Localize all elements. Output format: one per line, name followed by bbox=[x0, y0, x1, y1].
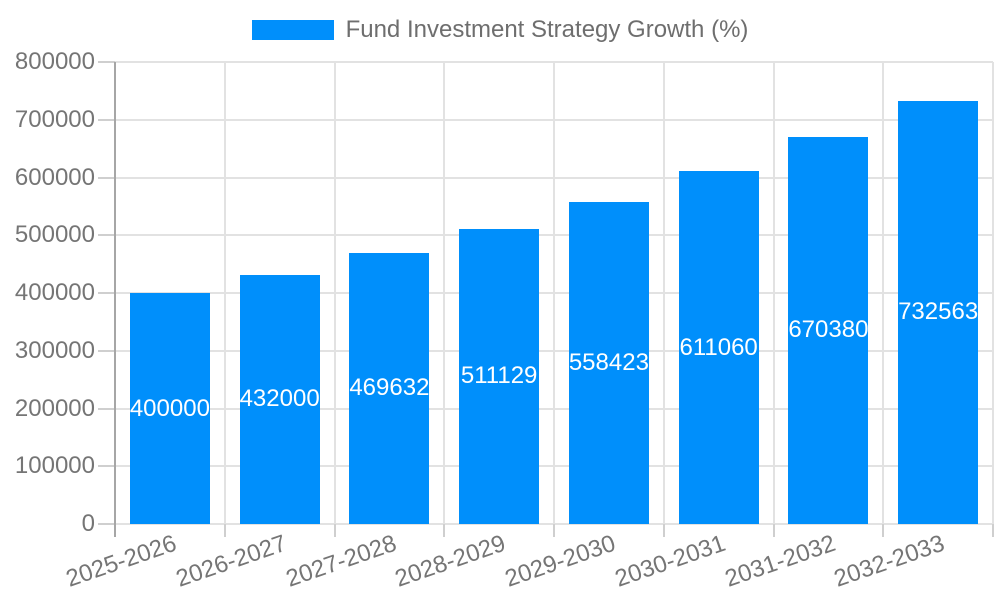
bar-value-label: 670380 bbox=[788, 316, 869, 344]
x-tick-label: 2028-2029 bbox=[392, 529, 510, 593]
y-tick-label: 100000 bbox=[14, 452, 95, 480]
y-axis-tick bbox=[98, 523, 115, 525]
x-tick-label: 2032-2033 bbox=[831, 529, 949, 593]
y-tick-label: 0 bbox=[81, 510, 95, 537]
bar-2025-2026[interactable]: 400000 bbox=[130, 293, 210, 524]
y-axis-tick bbox=[98, 118, 115, 121]
x-axis-tick bbox=[443, 524, 446, 537]
x-axis-tick bbox=[333, 524, 336, 537]
bar-value-label: 611060 bbox=[679, 333, 758, 361]
y-axis-tick bbox=[98, 349, 115, 352]
bar-value-label: 511129 bbox=[460, 362, 538, 390]
bar-value-label: 432000 bbox=[239, 385, 320, 413]
y-axis-tick bbox=[98, 292, 115, 294]
legend-swatch bbox=[251, 20, 334, 40]
y-axis-tick bbox=[98, 465, 115, 468]
bar-2026-2027[interactable]: 432000 bbox=[239, 274, 320, 524]
y-tick-label: 600000 bbox=[14, 163, 95, 191]
gridline-vertical bbox=[772, 62, 775, 524]
y-tick-label: 800000 bbox=[14, 48, 95, 75]
y-tick-label: 400000 bbox=[14, 279, 95, 306]
y-tick-label: 200000 bbox=[14, 394, 95, 422]
y-tick-label: 300000 bbox=[14, 336, 95, 364]
x-tick-label: 2025-2026 bbox=[62, 529, 181, 593]
x-axis-tick bbox=[223, 524, 226, 537]
x-tick-label: 2027-2028 bbox=[282, 529, 400, 593]
bar-2029-2030[interactable]: 558423 bbox=[568, 201, 649, 524]
y-tick-label: 700000 bbox=[14, 105, 95, 133]
gridline-vertical bbox=[553, 62, 555, 524]
x-axis-tick bbox=[553, 524, 555, 537]
y-axis-tick bbox=[98, 176, 115, 179]
bar-2030-2031[interactable]: 611060 bbox=[678, 171, 759, 524]
y-axis-line bbox=[114, 62, 116, 537]
legend-label: Fund Investment Strategy Growth (%) bbox=[345, 16, 749, 43]
bar-value-label: 400000 bbox=[129, 394, 210, 422]
y-axis-tick bbox=[98, 407, 115, 410]
gridline-vertical bbox=[443, 62, 446, 524]
x-axis-tick bbox=[662, 524, 665, 537]
x-axis-tick bbox=[772, 524, 775, 537]
x-tick-label: 2026-2027 bbox=[172, 529, 290, 593]
y-axis-tick bbox=[98, 61, 115, 63]
gridline-vertical bbox=[882, 62, 885, 524]
bar-2032-2033[interactable]: 732563 bbox=[898, 100, 979, 524]
legend[interactable]: Fund Investment Strategy Growth (%) bbox=[0, 16, 1000, 43]
bar-2031-2032[interactable]: 670380 bbox=[788, 136, 869, 524]
bar-value-label: 558423 bbox=[568, 348, 649, 376]
bar-2028-2029[interactable]: 511129 bbox=[459, 228, 540, 524]
x-tick-label: 2029-2030 bbox=[501, 529, 620, 593]
x-axis-tick bbox=[992, 524, 994, 537]
x-axis-tick bbox=[882, 524, 885, 537]
gridline-vertical bbox=[223, 62, 226, 524]
x-tick-label: 2031-2032 bbox=[721, 529, 839, 593]
y-axis-tick bbox=[98, 234, 115, 237]
gridline-vertical bbox=[662, 62, 665, 524]
bar-2027-2028[interactable]: 469632 bbox=[349, 252, 430, 524]
gridline-vertical bbox=[992, 62, 994, 524]
gridline-vertical bbox=[333, 62, 336, 524]
bar-value-label: 469632 bbox=[349, 374, 430, 402]
x-tick-label: 2030-2031 bbox=[611, 529, 729, 593]
y-tick-label: 500000 bbox=[14, 221, 95, 249]
bar-value-label: 732563 bbox=[898, 298, 979, 326]
